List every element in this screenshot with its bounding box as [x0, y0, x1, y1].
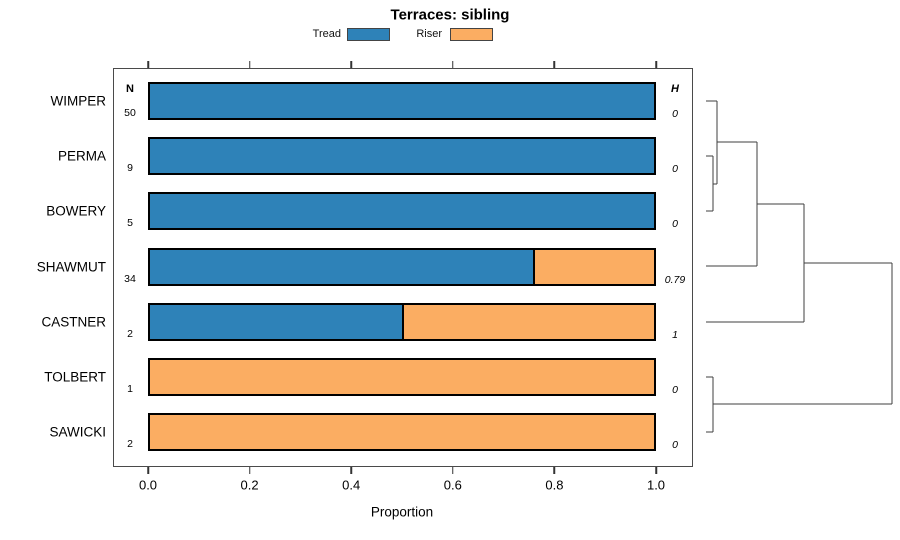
bar-segment-tread-castner: [150, 304, 402, 339]
stacked-bar-castner: [148, 302, 656, 341]
bottom-tick-0.0: [147, 467, 149, 474]
stacked-bar-tolbert: [148, 357, 656, 396]
row-label-tolbert: TOLBERT: [44, 369, 106, 385]
row-label-wimper: WIMPER: [50, 93, 107, 109]
bar-segment-tread-shawmut: [150, 249, 534, 284]
bottom-tick-0.8: [553, 467, 556, 474]
stacked-bar-wimper: [148, 82, 656, 120]
bottom-tick-0.6: [452, 467, 454, 474]
x-tick-label-0.8: 0.8: [545, 477, 564, 493]
bar-segment-riser-castner: [402, 304, 654, 339]
x-axis-title: Proportion: [370, 504, 434, 520]
row-label-castner: CASTNER: [41, 314, 106, 330]
stacked-bar-perma: [148, 137, 656, 176]
top-tick-1.0: [655, 61, 657, 68]
n-value-sawicki: 2: [127, 438, 133, 450]
x-tick-label-0.2: 0.2: [240, 477, 259, 493]
top-tick-0.8: [553, 61, 556, 68]
x-tick-label-0.0: 0.0: [138, 477, 158, 493]
n-value-perma: 9: [127, 162, 133, 175]
row-label-sawicki: SAWICKI: [49, 424, 106, 440]
legend-label-riser: Riser: [416, 28, 442, 40]
h-value-castner: 1: [672, 328, 678, 341]
h-value-tolbert: 0: [672, 383, 678, 396]
h-value-shawmut: 0.79: [664, 273, 686, 286]
n-value-shawmut: 34: [124, 272, 136, 285]
bar-segment-riser-tolbert: [150, 359, 654, 394]
n-value-tolbert: 1: [127, 382, 133, 395]
row-label-perma: PERMA: [57, 148, 106, 164]
legend-swatch-riser: [450, 28, 493, 41]
top-tick-0.4: [350, 61, 352, 68]
chart-title: Terraces: sibling: [390, 6, 510, 24]
stacked-bar-shawmut: [148, 247, 656, 286]
top-tick-0.0: [147, 61, 149, 68]
n-column-header: N: [126, 83, 134, 95]
stacked-bar-sawicki: [148, 413, 656, 451]
bottom-tick-0.2: [248, 467, 251, 474]
x-tick-label-0.6: 0.6: [443, 477, 462, 493]
h-value-perma: 0: [672, 163, 678, 176]
bar-segment-riser-shawmut: [533, 249, 654, 284]
n-value-wimper: 50: [124, 107, 136, 119]
h-value-wimper: 0: [672, 108, 678, 120]
stacked-bar-bowery: [148, 192, 656, 231]
h-value-sawicki: 0: [672, 439, 678, 451]
x-tick-label-0.4: 0.4: [342, 477, 361, 493]
row-label-bowery: BOWERY: [46, 203, 106, 219]
bar-segment-tread-perma: [150, 139, 654, 174]
n-value-castner: 2: [127, 327, 133, 340]
bottom-tick-1.0: [655, 467, 657, 474]
row-label-shawmut: SHAWMUT: [36, 259, 106, 274]
top-tick-0.2: [248, 61, 251, 68]
bar-segment-tread-bowery: [150, 194, 654, 229]
bar-segment-riser-sawicki: [150, 415, 654, 449]
legend-swatch-tread: [347, 28, 390, 41]
n-value-bowery: 5: [127, 217, 133, 230]
legend-label-tread: Tread: [312, 28, 341, 40]
h-value-bowery: 0: [672, 218, 678, 231]
h-column-header: H: [671, 83, 679, 95]
bottom-tick-0.4: [350, 467, 352, 474]
top-tick-0.6: [452, 61, 454, 68]
x-tick-label-1.0: 1.0: [646, 477, 666, 493]
bar-segment-tread-wimper: [150, 84, 654, 118]
